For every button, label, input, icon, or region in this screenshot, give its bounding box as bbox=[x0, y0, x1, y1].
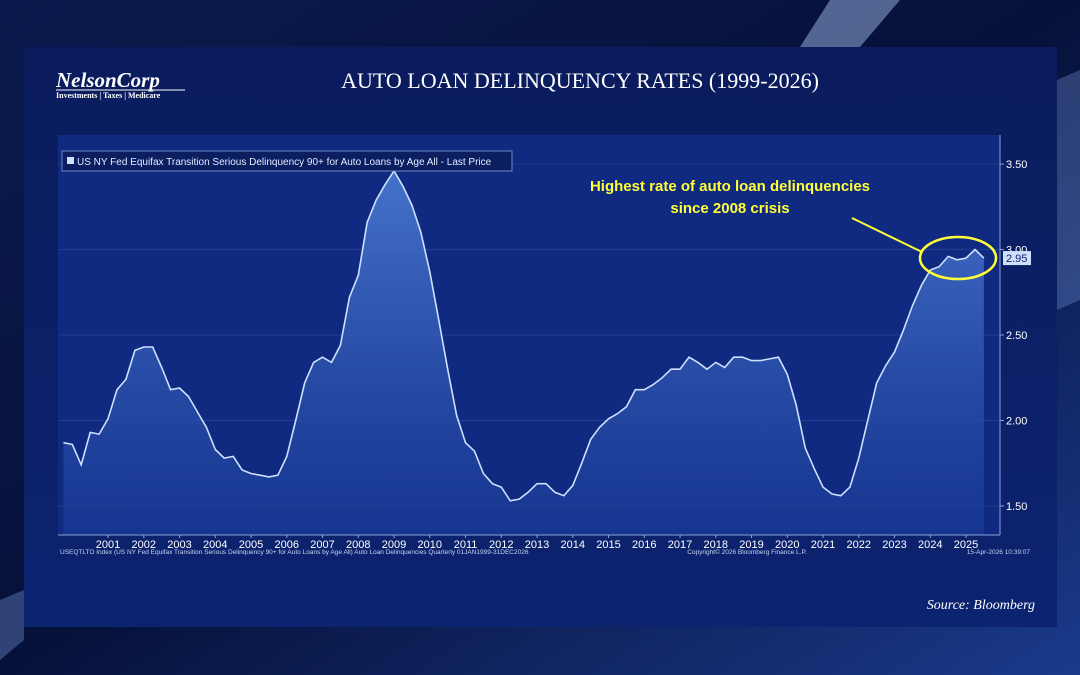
y-tick-label: 1.50 bbox=[1006, 501, 1027, 513]
plot bbox=[58, 163, 1000, 535]
x-tick-label: 2012 bbox=[489, 539, 513, 551]
brand-name: NelsonCorp bbox=[55, 68, 160, 92]
x-tick-label: 2007 bbox=[310, 539, 334, 551]
legend-label: US NY Fed Equifax Transition Serious Del… bbox=[77, 157, 492, 168]
x-tick-label: 2017 bbox=[668, 539, 692, 551]
x-tick-label: 2011 bbox=[454, 539, 478, 551]
y-tick-label: 2.50 bbox=[1006, 330, 1027, 342]
last-price-label: 2.95 bbox=[1006, 253, 1027, 265]
x-tick-label: 2004 bbox=[203, 539, 227, 551]
x-tick-label: 2010 bbox=[418, 539, 442, 551]
annotation: Highest rate of auto loan delinquencies … bbox=[589, 178, 871, 217]
x-tick-label: 2009 bbox=[382, 539, 406, 551]
x-tick-label: 2024 bbox=[918, 539, 942, 551]
x-tick-label: 2015 bbox=[596, 539, 620, 551]
x-tick-label: 2020 bbox=[775, 539, 799, 551]
y-tick-label: 2.00 bbox=[1006, 415, 1027, 427]
annotation-ellipse bbox=[918, 235, 998, 281]
footer-right: 15-Apr-2026 10:39:07 bbox=[967, 549, 1031, 556]
x-tick-label: 2016 bbox=[632, 539, 656, 551]
last-price-tag bbox=[1003, 251, 1031, 266]
line bbox=[63, 169, 985, 502]
x-tick-label: 2021 bbox=[811, 539, 835, 551]
decor bbox=[1057, 70, 1080, 310]
footer-left: USEQTLTO Index (US NY Fed Equifax Transi… bbox=[60, 549, 529, 556]
legend-swatch bbox=[67, 157, 74, 164]
x-tick-label: 2005 bbox=[239, 539, 263, 551]
legend bbox=[61, 150, 513, 172]
brand-tagline: Investments | Taxes | Medicare bbox=[56, 91, 161, 100]
x-tick-label: 2022 bbox=[847, 539, 871, 551]
x-tick-label: 2013 bbox=[525, 539, 549, 551]
annotation-box: Highest rate of auto loan delinquencies … bbox=[589, 178, 871, 217]
x-tick-label: 2014 bbox=[561, 539, 585, 551]
x-tick-label: 2006 bbox=[275, 539, 299, 551]
annotation-arrow bbox=[851, 217, 923, 253]
y-tick-label: 3.50 bbox=[1006, 159, 1027, 171]
x-tick-label: 2018 bbox=[704, 539, 728, 551]
x-tick-label: 2003 bbox=[167, 539, 191, 551]
x-tick-label: 2025 bbox=[954, 539, 978, 551]
area-fill bbox=[63, 170, 984, 535]
source: Source: Bloomberg bbox=[927, 598, 1035, 613]
decor bbox=[800, 0, 900, 47]
x-tick-label: 2001 bbox=[96, 539, 120, 551]
x-tick-label: 2019 bbox=[739, 539, 763, 551]
footer-center: Copyright© 2026 Bloomberg Finance L.P. bbox=[687, 548, 807, 556]
x-tick-label: 2008 bbox=[346, 539, 370, 551]
decor bbox=[0, 590, 24, 660]
x-tick-label: 2002 bbox=[132, 539, 156, 551]
chart-title: AUTO LOAN DELINQUENCY RATES (1999-2026) bbox=[341, 68, 819, 93]
x-tick-label: 2023 bbox=[882, 539, 906, 551]
